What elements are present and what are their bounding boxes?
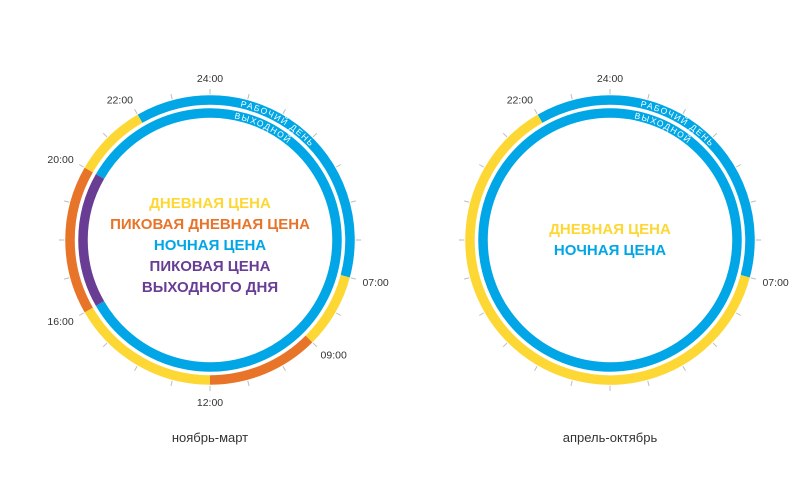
hour-tick	[335, 312, 342, 316]
hour-tick	[134, 365, 138, 372]
hour-label: 07:00	[762, 277, 788, 289]
hour-tick	[170, 94, 173, 100]
workday-segment-night	[137, 95, 355, 278]
weekend-segment-weekend_peak	[78, 174, 105, 306]
hour-tick	[64, 200, 70, 203]
hour-tick	[134, 108, 138, 115]
legend-item-peak_day: ПИКОВАЯ ДНЕВНАЯ ЦЕНА	[110, 216, 310, 233]
hour-tick	[78, 312, 85, 316]
tariff-chart-2: РАБОЧИЙ ДЕНЬВЫХОДНОЙ24:0022:0007:00ДНЕВН…	[459, 73, 789, 445]
hour-tick	[312, 342, 318, 348]
hour-tick	[247, 380, 250, 386]
hour-tick	[282, 365, 286, 372]
hour-tick	[534, 108, 538, 115]
tariff-chart-1: РАБОЧИЙ ДЕНЬВЫХОДНОЙ24:0022:0020:0016:00…	[47, 73, 388, 445]
weekend-segment-night	[95, 108, 342, 372]
hour-tick	[534, 365, 538, 372]
legend-item-weekend_peak: ВЫХОДНОГО ДНЯ	[142, 279, 278, 296]
hour-tick	[282, 108, 286, 115]
hour-tick	[570, 380, 573, 386]
hour-tick	[712, 342, 718, 348]
hour-tick	[750, 200, 756, 203]
hour-tick	[647, 380, 650, 386]
workday-segment-peak_day	[209, 335, 313, 385]
hour-tick	[170, 380, 173, 386]
legend-item-day: ДНЕВНАЯ ЦЕНА	[549, 221, 671, 238]
hour-tick	[78, 164, 85, 168]
hour-tick	[502, 132, 508, 138]
workday-segment-peak_day	[65, 167, 93, 313]
hour-label: 16:00	[47, 316, 73, 328]
legend-item-day: ДНЕВНАЯ ЦЕНА	[149, 195, 271, 212]
workday-segment-day	[305, 274, 350, 343]
workday-segment-day	[84, 307, 211, 385]
hour-tick	[750, 277, 756, 280]
hour-label: 07:00	[362, 277, 388, 289]
hour-tick	[64, 277, 70, 280]
hour-tick	[478, 164, 485, 168]
hour-tick	[102, 132, 108, 138]
hour-label: 24:00	[197, 73, 223, 85]
hour-tick	[735, 312, 742, 316]
workday-segment-day	[465, 114, 750, 385]
hour-label: 20:00	[47, 154, 73, 166]
hour-tick	[478, 312, 485, 316]
hour-tick	[682, 108, 686, 115]
hour-tick	[502, 342, 508, 348]
hour-tick	[335, 164, 342, 168]
hour-label: 09:00	[321, 350, 347, 362]
legend-item-night: НОЧНАЯ ЦЕНА	[154, 237, 266, 254]
weekend-segment-night	[478, 108, 742, 372]
hour-tick	[570, 94, 573, 100]
hour-label: 24:00	[597, 73, 623, 85]
hour-tick	[102, 342, 108, 348]
hour-tick	[350, 200, 356, 203]
hour-label: 12:00	[197, 397, 223, 409]
hour-tick	[712, 132, 718, 138]
hour-label: 22:00	[107, 95, 133, 107]
workday-segment-day	[84, 114, 143, 173]
hour-tick	[312, 132, 318, 138]
hour-tick	[735, 164, 742, 168]
hour-label: 22:00	[507, 95, 533, 107]
season-caption: апрель-октябрь	[563, 430, 658, 445]
season-caption: ноябрь-март	[172, 430, 248, 445]
hour-tick	[464, 200, 470, 203]
legend-item-weekend_peak: ПИКОВАЯ ЦЕНА	[150, 258, 271, 275]
hour-tick	[647, 94, 650, 100]
hour-tick	[682, 365, 686, 372]
hour-tick	[464, 277, 470, 280]
legend-item-night: НОЧНАЯ ЦЕНА	[554, 242, 666, 259]
hour-tick	[247, 94, 250, 100]
workday-segment-night	[537, 95, 755, 278]
hour-tick	[350, 277, 356, 280]
